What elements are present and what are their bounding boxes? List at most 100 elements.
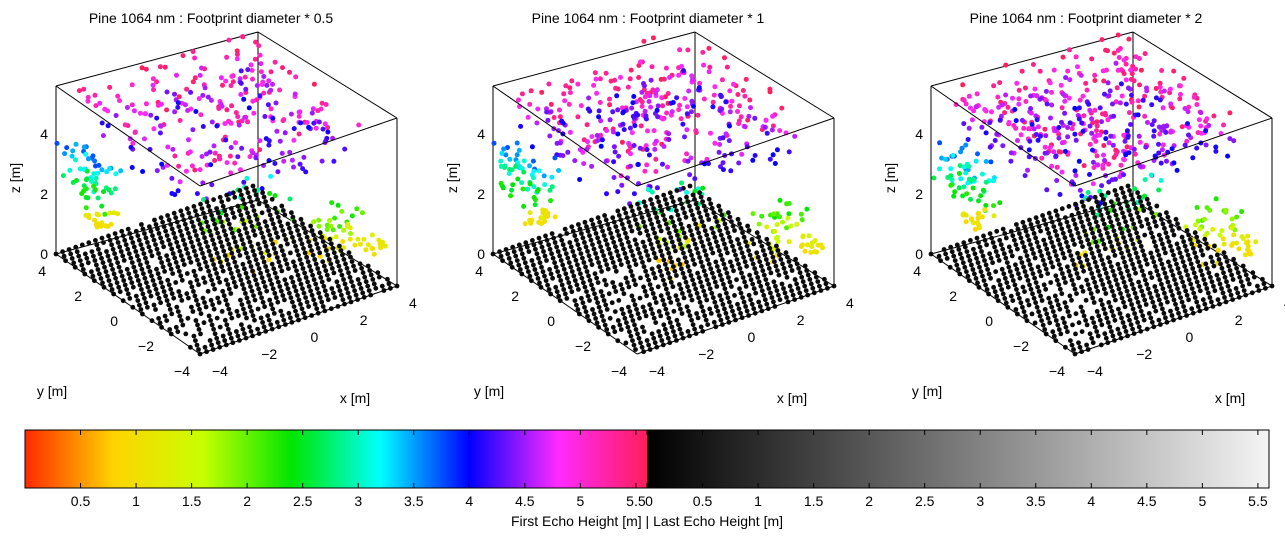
ground-point <box>1139 288 1145 294</box>
vegetation-point <box>1125 134 1131 140</box>
ground-point <box>296 252 301 258</box>
vegetation-point <box>629 105 635 111</box>
vegetation-point <box>1101 143 1107 148</box>
vegetation-point <box>192 75 198 81</box>
ground-point <box>375 270 381 276</box>
ground-point <box>748 277 754 283</box>
ground-point <box>784 274 790 280</box>
ground-point <box>138 242 144 248</box>
ground-point <box>611 284 617 290</box>
ground-point <box>994 293 1000 299</box>
vegetation-point <box>1190 155 1196 161</box>
ground-point <box>359 265 364 271</box>
vegetation-point <box>1090 159 1096 165</box>
ground-point <box>321 283 327 289</box>
vegetation-point <box>282 130 288 136</box>
ground-point <box>604 242 610 247</box>
ground-point <box>1079 284 1084 290</box>
ground-point <box>206 203 212 209</box>
ground-point <box>630 208 635 214</box>
vegetation-point <box>1059 169 1065 175</box>
ground-point <box>1067 313 1072 319</box>
ground-point <box>1081 268 1086 274</box>
ground-point <box>977 244 983 250</box>
ground-point <box>735 216 741 222</box>
ground-point <box>649 286 654 292</box>
ground-point <box>1142 297 1148 303</box>
vegetation-point <box>598 118 604 124</box>
vegetation-point <box>1106 179 1112 185</box>
ground-point <box>1184 228 1190 233</box>
ground-point <box>1105 320 1111 325</box>
ground-point <box>1034 239 1040 245</box>
vegetation-point <box>251 110 257 116</box>
ground-point <box>1188 281 1194 287</box>
ground-point <box>593 295 599 301</box>
vegetation-point <box>107 84 113 90</box>
ground-point <box>635 311 641 317</box>
ground-point <box>1163 295 1169 301</box>
ground-point <box>100 280 105 286</box>
ground-point <box>288 315 293 321</box>
ground-point <box>1008 228 1014 234</box>
vegetation-point <box>532 202 538 208</box>
ground-point <box>656 309 662 314</box>
vegetation-point <box>85 156 91 162</box>
ground-point <box>1000 246 1006 252</box>
ground-point <box>297 257 303 262</box>
ground-point <box>1111 313 1116 319</box>
ground-point <box>1031 231 1037 236</box>
ground-point <box>1126 273 1132 278</box>
y-tick-label: −2 <box>575 338 591 354</box>
ground-point <box>692 197 697 202</box>
ground-point <box>1174 241 1180 247</box>
vegetation-point <box>220 82 225 88</box>
vegetation-point <box>248 62 254 68</box>
ground-point <box>1205 290 1211 296</box>
ground-point <box>989 235 994 241</box>
ground-point <box>379 283 385 289</box>
ground-point <box>251 208 257 214</box>
ground-point <box>1055 237 1061 243</box>
ground-point <box>1023 228 1029 234</box>
ground-point <box>128 235 134 241</box>
ground-point <box>1116 306 1121 312</box>
vegetation-point <box>84 168 90 174</box>
ground-point <box>749 237 755 242</box>
ground-point <box>1024 273 1029 279</box>
ground-point <box>1181 284 1187 289</box>
ground-point <box>598 244 603 250</box>
ground-point <box>291 239 297 245</box>
ground-point <box>764 301 770 307</box>
ground-point <box>607 315 613 321</box>
ground-point <box>697 235 703 240</box>
ground-point <box>1089 271 1095 276</box>
vegetation-point <box>1119 93 1125 99</box>
ground-point <box>589 217 594 223</box>
ground-point <box>135 298 141 303</box>
vegetation-point <box>972 226 978 232</box>
ground-point <box>188 215 193 221</box>
vegetation-point <box>982 207 988 213</box>
vegetation-point <box>638 123 644 129</box>
ground-point <box>1177 250 1183 256</box>
ground-point <box>1111 248 1116 254</box>
vegetation-point <box>774 147 780 153</box>
ground-point <box>98 276 104 281</box>
ground-point <box>686 308 691 314</box>
vegetation-point <box>169 175 175 181</box>
vegetation-point <box>243 86 249 92</box>
ground-point <box>204 219 209 225</box>
ground-point <box>193 338 198 343</box>
ground-point <box>256 201 262 207</box>
ground-point <box>1084 342 1089 348</box>
ground-point <box>269 217 275 222</box>
ground-point <box>249 244 254 249</box>
y-tick-label: −2 <box>138 338 154 354</box>
ground-point <box>173 324 179 330</box>
vegetation-point <box>975 215 981 221</box>
ground-point <box>1145 286 1151 292</box>
ground-point <box>224 192 230 198</box>
vegetation-point <box>1124 144 1130 150</box>
ground-point <box>253 277 258 283</box>
